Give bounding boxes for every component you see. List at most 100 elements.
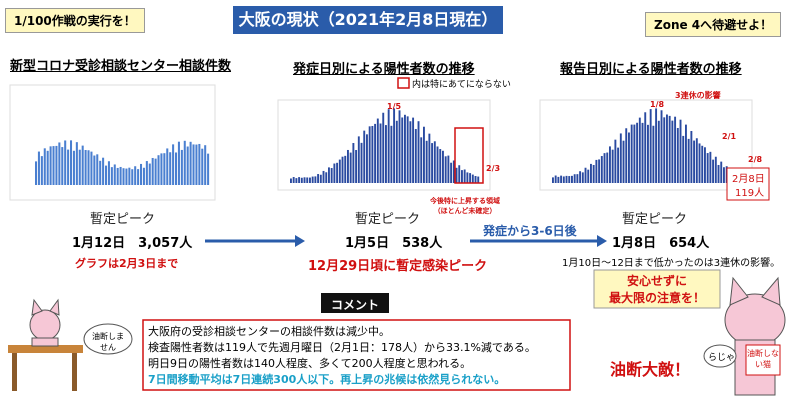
callout: 安心せずに [626,274,687,288]
decor-bar [423,126,425,183]
decor-bar [154,158,157,185]
arrow-head [597,235,607,247]
decor-bar [195,144,198,185]
decor-bar [554,175,557,183]
decor-bar [37,151,40,185]
decor-bar [701,145,704,183]
decor-bar [571,175,573,183]
panel-title: 新型コロナ受診相談センター相談件数 [10,59,232,74]
decor-bar [169,152,172,185]
decor-bar [660,110,663,183]
decor-bar [363,130,366,183]
decor-bar [560,175,563,183]
decor-bar [64,140,67,185]
decor-bar [75,142,78,185]
decor-bar [166,148,169,185]
decor-bar [46,150,49,185]
chart-consult [9,84,216,201]
decor-bar [379,123,382,183]
decor-bar [584,167,587,183]
decor-bar [325,172,328,183]
decor-bar [368,126,371,183]
speech: らじゃ [708,353,736,363]
decor-bar [309,177,311,183]
decor-bar [300,177,303,183]
comment-heading-box [321,293,389,313]
decor-bar [417,121,420,183]
decor-bar [128,167,131,185]
decor-bar [603,153,606,183]
comment-line: 検査陽性者数は119人で先週月曜日（2月1日：178人）から33.1%減である。 [148,341,536,354]
decor-bar [431,143,434,183]
decor-bar [172,144,175,185]
decor-bar [712,159,715,183]
decor-bar [84,150,87,185]
decor-bar [347,149,349,183]
decor-bar [466,172,469,183]
decor-bar [349,152,352,183]
right-cat [703,276,786,396]
decor-bar [463,169,466,183]
decor-bar [657,120,660,183]
decor-bar [49,146,52,185]
decor-bar [119,166,122,185]
decor-bar [96,154,99,185]
chart-report [539,99,753,191]
decor-bar [395,120,398,183]
decor-bar [455,167,458,183]
decor-bar [125,168,128,185]
chart-onset [277,99,491,191]
decor-bar [439,149,442,183]
decor-bar [693,140,696,183]
decor-bar [663,117,666,183]
decor-bar [78,149,81,185]
note: 12月29日頃に暫定感染ピーク [308,259,488,274]
decor-bar [311,176,314,183]
decor-bar [67,149,70,185]
decor-bar [116,167,119,185]
title: 大阪の現状（2021年2月8日現在） [233,6,503,34]
decor-bar [330,168,333,183]
decor-bar [690,130,693,183]
decor-bar [671,120,674,183]
decor-bar [290,178,292,183]
decor-bar [175,152,178,185]
legend-box [397,77,410,89]
decor-bar [382,112,385,183]
decor-bar [81,145,84,185]
decor-bar [160,153,163,185]
decor-bar [148,163,151,185]
annotation: 2/3 [486,164,501,173]
uncertain-box [454,127,484,184]
decor-bar [105,165,108,185]
decor-bar [687,138,690,183]
decor-bar [685,124,687,183]
left-cat [8,298,133,391]
decor-bar [679,119,682,183]
decor-bar [630,124,633,183]
decor-bar [99,160,102,185]
decor-bar [557,176,560,183]
decor-bar [344,155,347,183]
decor-bar [709,151,712,183]
annotation: 2/8 [748,155,763,164]
latest-count: 119人 [735,188,765,199]
annotation: 3連休の影響 [675,91,721,100]
decor-bar [134,166,137,185]
annotation: 今後特に上昇する領域（ほとんど未確定） [430,197,500,215]
decor-bar [192,144,195,185]
decor-bar [668,115,671,183]
decor-bar [314,176,317,183]
decor-bar [425,140,428,183]
decor-bar [471,174,474,183]
callout: 最大限の注意を！ [608,291,705,305]
decor-bar [317,174,320,183]
decor-bar [666,114,668,183]
decor-bar [576,174,579,183]
decor-bar [328,167,330,183]
decor-bar [90,151,93,185]
panel-title: 報告日別による陽性者数の推移 [560,62,742,77]
decor-bar [366,134,368,183]
decor-bar [552,177,554,183]
peak-label: 暫定ピーク [90,212,156,227]
